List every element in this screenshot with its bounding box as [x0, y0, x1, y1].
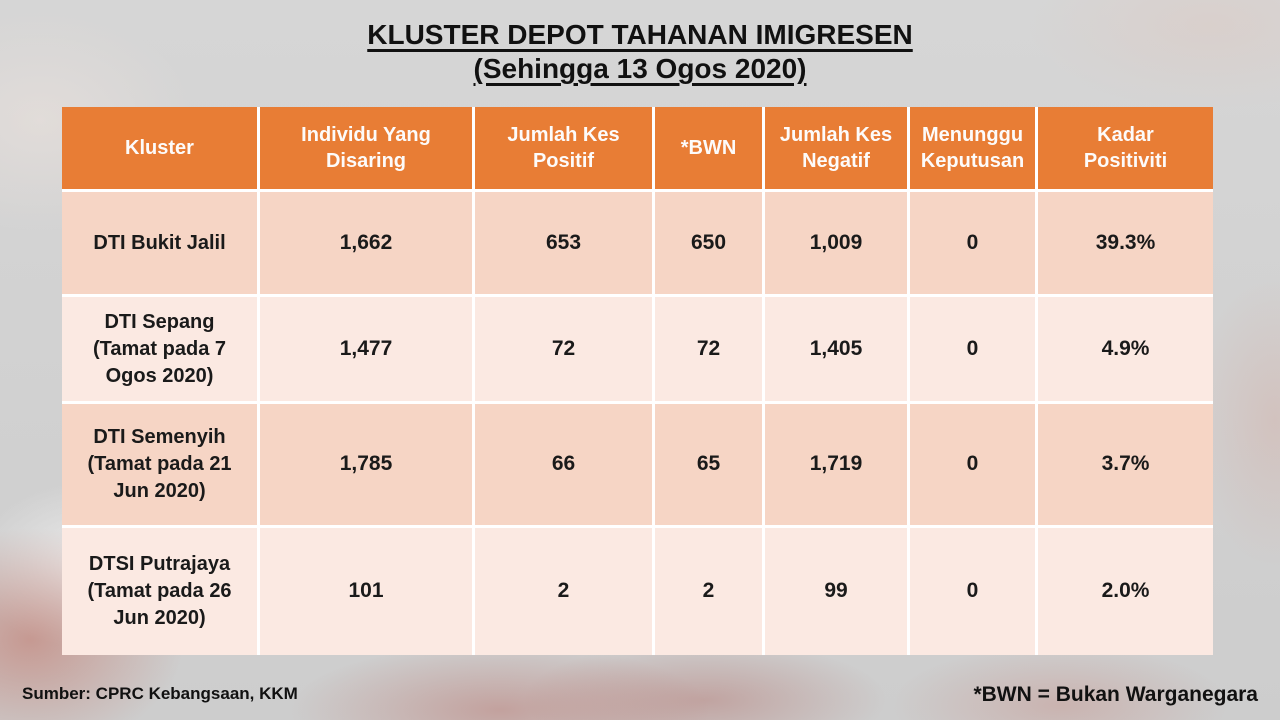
table-cell: 1,719	[765, 404, 907, 525]
table-cell: 0	[910, 528, 1035, 655]
column-header-menunggu-keputusan: Menunggu Keputusan	[910, 107, 1035, 189]
cluster-name-cell: DTSI Putrajaya (Tamat pada 26 Jun 2020)	[62, 528, 257, 655]
slide-title: KLUSTER DEPOT TAHANAN IMIGRESEN (Sehingg…	[0, 18, 1280, 86]
table-cell: 2	[655, 528, 762, 655]
table-cell: 39.3%	[1038, 192, 1213, 294]
table-cell: 653	[475, 192, 652, 294]
table-cell: 1,405	[765, 297, 907, 401]
table-cell: 101	[260, 528, 472, 655]
table-cell: 1,477	[260, 297, 472, 401]
column-header-bwn: *BWN	[655, 107, 762, 189]
source-note: Sumber: CPRC Kebangsaan, KKM	[22, 684, 298, 703]
column-header-kluster: Kluster	[62, 107, 257, 189]
table-cell: 3.7%	[1038, 404, 1213, 525]
title-line-1: KLUSTER DEPOT TAHANAN IMIGRESEN	[367, 19, 913, 50]
table-cell: 66	[475, 404, 652, 525]
cluster-name-cell: DTI Bukit Jalil	[62, 192, 257, 294]
cluster-name-cell: DTI Semenyih (Tamat pada 21 Jun 2020)	[62, 404, 257, 525]
table-cell: 72	[655, 297, 762, 401]
table-cell: 4.9%	[1038, 297, 1213, 401]
cluster-name-cell: DTI Sepang (Tamat pada 7 Ogos 2020)	[62, 297, 257, 401]
column-header-kadar-positiviti: Kadar Positiviti	[1038, 107, 1213, 189]
table-cell: 65	[655, 404, 762, 525]
bwn-footnote: *BWN = Bukan Warganegara	[973, 683, 1258, 706]
title-line-2: (Sehingga 13 Ogos 2020)	[473, 53, 807, 84]
table-cell: 1,662	[260, 192, 472, 294]
table-cell: 2	[475, 528, 652, 655]
table-cell: 0	[910, 192, 1035, 294]
table-cell: 650	[655, 192, 762, 294]
column-header-jumlah-kes-negatif: Jumlah Kes Negatif	[765, 107, 907, 189]
table-cell: 99	[765, 528, 907, 655]
cluster-data-table: Kluster Individu Yang Disaring Jumlah Ke…	[62, 107, 1213, 655]
column-header-jumlah-kes-positif: Jumlah Kes Positif	[475, 107, 652, 189]
table-cell: 1,009	[765, 192, 907, 294]
table-cell: 1,785	[260, 404, 472, 525]
column-header-individu-disaring: Individu Yang Disaring	[260, 107, 472, 189]
table-cell: 72	[475, 297, 652, 401]
table-cell: 2.0%	[1038, 528, 1213, 655]
table-cell: 0	[910, 297, 1035, 401]
table-cell: 0	[910, 404, 1035, 525]
